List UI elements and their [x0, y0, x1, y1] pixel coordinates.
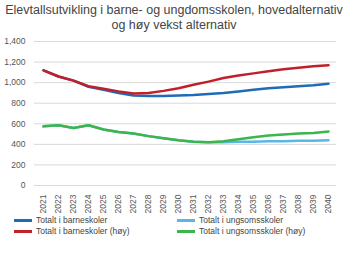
svg-text:2025: 2025	[98, 194, 108, 213]
svg-text:2024: 2024	[83, 194, 93, 213]
svg-text:1,400: 1,400	[4, 36, 26, 46]
svg-text:2038: 2038	[293, 194, 303, 213]
svg-text:2028: 2028	[143, 194, 153, 213]
svg-text:2035: 2035	[248, 194, 258, 213]
svg-text:2031: 2031	[188, 194, 198, 213]
html-text:Totalt i ungsomsskoler: Totalt i ungsomsskoler	[199, 215, 284, 225]
svg-text:2029: 2029	[158, 194, 168, 213]
svg-text:2030: 2030	[173, 194, 183, 213]
svg-text:2023: 2023	[68, 194, 78, 213]
svg-text:2021: 2021	[38, 194, 48, 213]
html-text:Totalt i ungsomsskoler (høy): Totalt i ungsomsskoler (høy)	[199, 226, 306, 236]
svg-text:2033: 2033	[218, 194, 228, 213]
svg-text:1,000: 1,000	[4, 77, 26, 87]
svg-text:2036: 2036	[263, 194, 273, 213]
html-text:Elevtallsutvikling i barne- og: Elevtallsutvikling i barne- og ungdomssk…	[5, 3, 343, 32]
html-text:Totalt i barneskoler (høy): Totalt i barneskoler (høy)	[36, 226, 130, 236]
svg-text:1,200: 1,200	[4, 57, 26, 67]
svg-text:600: 600	[11, 119, 25, 129]
svg-text:0: 0	[21, 180, 26, 190]
svg-text:2039: 2039	[308, 194, 318, 213]
svg-text:2026: 2026	[113, 194, 123, 213]
svg-text:400: 400	[11, 139, 25, 149]
html-text:Totalt i barneskoler: Totalt i barneskoler	[36, 215, 108, 225]
svg-text:2032: 2032	[203, 194, 213, 213]
svg-text:800: 800	[11, 98, 25, 108]
svg-text:2037: 2037	[278, 194, 288, 213]
svg-text:2040: 2040	[323, 194, 333, 213]
svg-text:200: 200	[11, 160, 25, 170]
svg-text:2034: 2034	[233, 194, 243, 213]
svg-text:2027: 2027	[128, 194, 138, 213]
svg-text:2022: 2022	[53, 194, 63, 213]
